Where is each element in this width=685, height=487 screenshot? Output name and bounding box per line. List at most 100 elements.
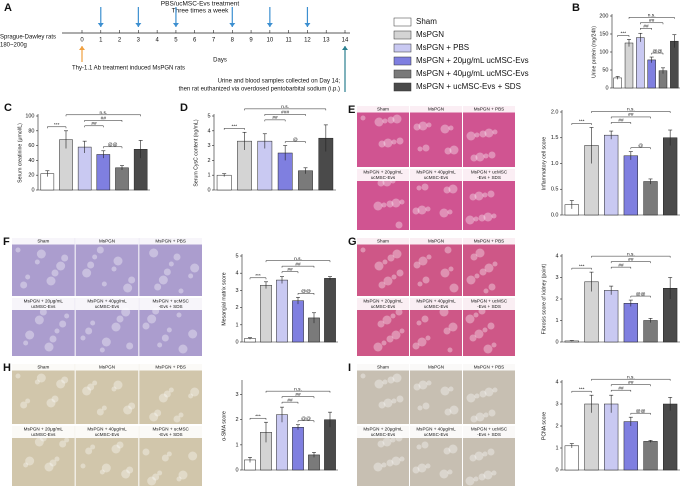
panel-letter: C <box>4 102 12 114</box>
tissue-structure <box>101 405 107 411</box>
bar <box>604 403 619 471</box>
image-label-bg <box>410 106 462 113</box>
significance-bracket: @@ <box>103 142 123 149</box>
panel-letter: A <box>4 2 12 14</box>
image-label: MsPGN <box>428 364 444 369</box>
tissue-structure <box>142 322 150 330</box>
tissue-structure <box>381 202 387 208</box>
tissue-structure <box>484 128 494 138</box>
legend-label: MsPGN + PBS <box>416 43 469 52</box>
tissue-structure <box>474 451 484 461</box>
significance-label: *** <box>621 31 627 37</box>
tissue-structure <box>382 259 388 265</box>
y-tick-label: 0 <box>555 467 558 473</box>
tissue-structure <box>15 247 21 253</box>
tissue-structure <box>387 116 395 124</box>
y-tick-label: 150 <box>599 31 608 37</box>
tissue-structure <box>173 415 181 423</box>
tissue-structure <box>478 473 486 481</box>
bracket-line <box>244 108 327 111</box>
significance-label: ## <box>649 18 655 24</box>
arrow-head <box>79 46 85 50</box>
bracket-line <box>630 412 651 415</box>
significance-label: n.s. <box>648 14 656 19</box>
arrow-head <box>97 23 104 27</box>
image-label: ucMSC-Evs <box>95 304 120 309</box>
bracket-line <box>640 28 652 30</box>
significance-label: n.s. <box>294 257 302 262</box>
y-tick-label: 2 <box>555 296 558 302</box>
tissue-structure <box>392 373 402 383</box>
significance-bracket: *** <box>223 124 245 130</box>
image-label-bg <box>139 298 202 310</box>
y-axis-label: Urine protein (mg/24h) <box>591 26 597 78</box>
tissue-structure <box>377 179 385 187</box>
bar <box>564 445 579 471</box>
y-tick-label: 2 <box>207 158 210 164</box>
significance-bracket: @ <box>284 137 306 144</box>
tissue-structure <box>475 248 485 258</box>
bracket-line <box>610 389 632 392</box>
tissue-structure <box>395 221 403 229</box>
tissue-structure <box>157 470 163 476</box>
image-label-bg <box>463 169 515 181</box>
bar <box>643 441 658 471</box>
tissue-structure <box>178 288 184 294</box>
significance-bracket: ## <box>640 18 664 25</box>
tissue-structure <box>147 476 157 486</box>
y-tick-label: 4 <box>207 128 210 134</box>
panel-letter: H <box>3 362 11 374</box>
tissue-image <box>410 106 462 167</box>
y-tick-label: 1.5 <box>551 135 559 141</box>
tissue-image <box>410 238 462 296</box>
tissue-structure <box>390 313 396 319</box>
day-label: 8 <box>231 38 235 44</box>
legend-swatch <box>393 56 412 66</box>
tissue-structure <box>396 137 404 145</box>
bracket-line <box>264 114 306 116</box>
error-bar <box>661 67 665 74</box>
image-label-bg <box>75 238 139 245</box>
significance-bracket: @@ <box>297 289 315 295</box>
tissue-structure <box>96 408 104 416</box>
significance-label: @@ <box>301 416 311 422</box>
bracket-line <box>571 123 592 125</box>
tissue-structure <box>473 312 479 318</box>
tissue-structure <box>373 201 383 211</box>
image-label: -Evs + SDS <box>159 432 183 437</box>
tissue-structure <box>396 269 404 277</box>
image-label: -Evs + SDS <box>477 175 501 180</box>
tissue-structure <box>383 138 393 148</box>
y-axis-label: Serum CysC content (ng/mL) <box>193 119 199 186</box>
bar <box>647 59 656 89</box>
significance-bracket: n.s. <box>591 108 671 113</box>
tissue-structure <box>188 393 194 399</box>
image-label-bg <box>410 426 462 438</box>
bar <box>324 278 336 343</box>
tissue-structure <box>128 276 136 284</box>
image-label: MsPGN + 20μg/mL <box>24 298 64 303</box>
tissue-structure <box>426 122 432 128</box>
tissue-structure <box>15 373 21 379</box>
y-tick-label: 3 <box>235 392 238 398</box>
tissue-structure <box>34 315 44 325</box>
error-bar <box>569 200 574 209</box>
significance-label: n.s. <box>627 252 635 257</box>
significance-label: @@ <box>652 48 662 54</box>
tissue-structure <box>392 114 402 124</box>
tissue-structure <box>373 342 383 352</box>
error-bar <box>638 32 643 42</box>
tissue-structure <box>444 408 452 416</box>
image-label: MsPGN <box>428 106 444 111</box>
y-axis-label: Inflammatory cell score <box>541 137 547 190</box>
y-tick-label: 0 <box>235 467 238 473</box>
y-tick-label: 3 <box>235 288 238 294</box>
tissue-structure <box>488 151 496 159</box>
tissue-structure <box>387 376 395 384</box>
bar <box>643 181 658 216</box>
tissue-structure <box>158 393 168 403</box>
tissue-structure <box>487 322 495 330</box>
y-tick-label: 20 <box>28 173 34 179</box>
tissue-structure <box>473 216 479 222</box>
